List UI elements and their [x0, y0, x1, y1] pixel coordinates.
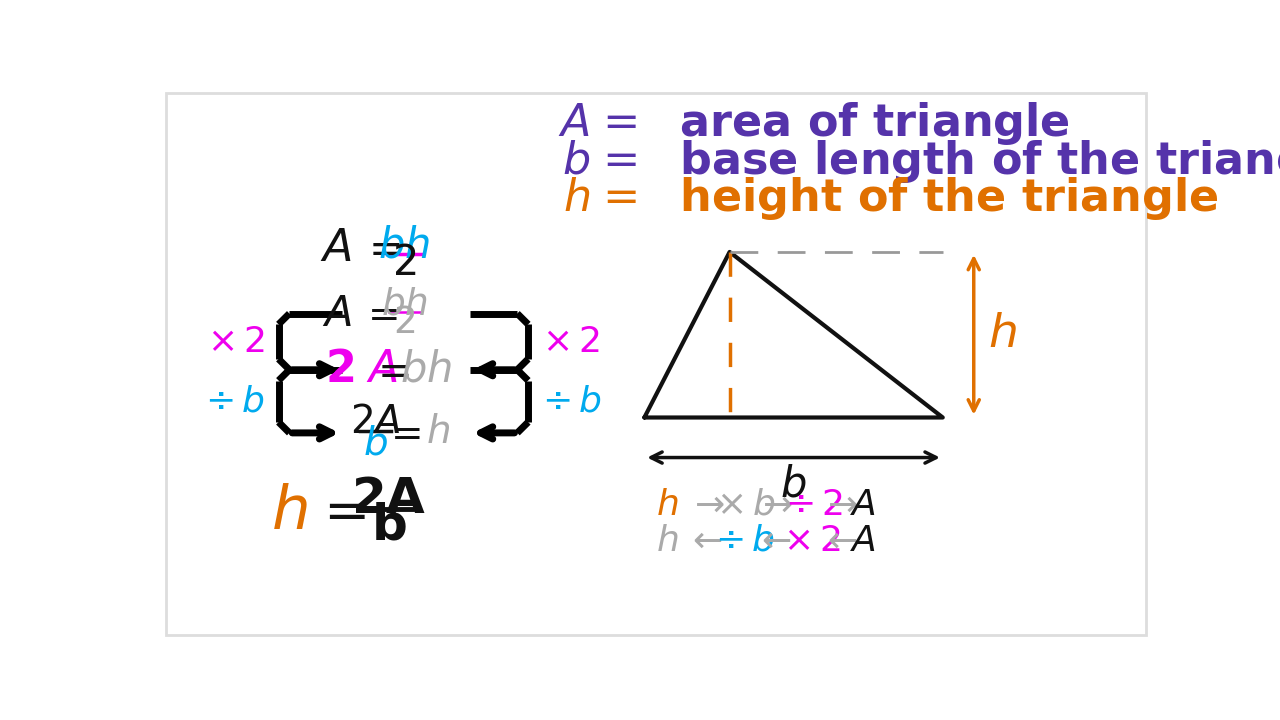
- Text: $b$: $b$: [364, 426, 388, 462]
- Text: $A$: $A$: [850, 523, 876, 558]
- Text: $h$: $h$: [657, 487, 678, 521]
- Text: $\div\,b$: $\div\,b$: [716, 523, 774, 558]
- Text: $\leftarrow$: $\leftarrow$: [820, 523, 858, 558]
- Text: $bh$: $bh$: [380, 287, 428, 323]
- Text: $A$: $A$: [320, 227, 352, 270]
- Text: $\times\,b$: $\times\,b$: [717, 487, 776, 521]
- Text: $\div\,b$: $\div\,b$: [205, 384, 265, 418]
- Text: $A$: $A$: [323, 292, 352, 335]
- Text: $h$: $h$: [657, 523, 678, 558]
- Text: $=$: $=$: [369, 348, 410, 391]
- Text: $\mathbf{\mathit{b}}$: $\mathbf{\mathit{b}}$: [562, 140, 590, 183]
- Text: $b$: $b$: [781, 464, 806, 505]
- Text: $\rightarrow$: $\rightarrow$: [820, 487, 858, 521]
- Text: $bh$: $bh$: [399, 348, 452, 391]
- Text: $\leftarrow$: $\leftarrow$: [686, 523, 723, 558]
- Text: $\rightarrow$: $\rightarrow$: [755, 487, 792, 521]
- Text: $\rightarrow$: $\rightarrow$: [687, 487, 724, 521]
- Text: $\mathit{A}$: $\mathit{A}$: [558, 102, 590, 145]
- Text: $=$: $=$: [314, 485, 367, 539]
- Text: $\times\,2$: $\times\,2$: [207, 325, 265, 359]
- Text: $=$: $=$: [383, 414, 421, 452]
- Text: $2A$: $2A$: [351, 405, 401, 441]
- Text: $\mathbf{2A}$: $\mathbf{2A}$: [351, 474, 426, 524]
- Text: $=$  height of the triangle: $=$ height of the triangle: [594, 175, 1219, 222]
- Text: $\times\,2$: $\times\,2$: [541, 325, 599, 359]
- Text: $\div\,2$: $\div\,2$: [785, 487, 842, 521]
- Text: $=$  base length of the triangle: $=$ base length of the triangle: [594, 138, 1280, 184]
- Text: $\leftarrow$: $\leftarrow$: [754, 523, 791, 558]
- Text: $\mathbf{2}$: $\mathbf{2}$: [325, 348, 353, 392]
- Text: $\div\,b$: $\div\,b$: [541, 384, 602, 418]
- Text: $=$  area of triangle: $=$ area of triangle: [594, 100, 1070, 147]
- Text: $\mathbf{b}$: $\mathbf{b}$: [371, 501, 407, 551]
- Text: $\mathbf{\mathit{h}}$: $\mathbf{\mathit{h}}$: [270, 482, 307, 542]
- Text: $A$: $A$: [850, 487, 876, 521]
- Text: $=$: $=$: [360, 227, 401, 269]
- Text: $bh$: $bh$: [378, 225, 430, 267]
- Text: $2$: $2$: [393, 305, 415, 341]
- Text: $h$: $h$: [426, 415, 449, 451]
- Text: $2$: $2$: [392, 242, 416, 284]
- Text: $A$: $A$: [366, 348, 398, 392]
- Text: $h$: $h$: [988, 312, 1016, 357]
- Text: $=$: $=$: [360, 294, 398, 333]
- Text: $\times\,2$: $\times\,2$: [783, 523, 841, 558]
- Text: $\mathbf{\mathit{h}}$: $\mathbf{\mathit{h}}$: [563, 177, 590, 220]
